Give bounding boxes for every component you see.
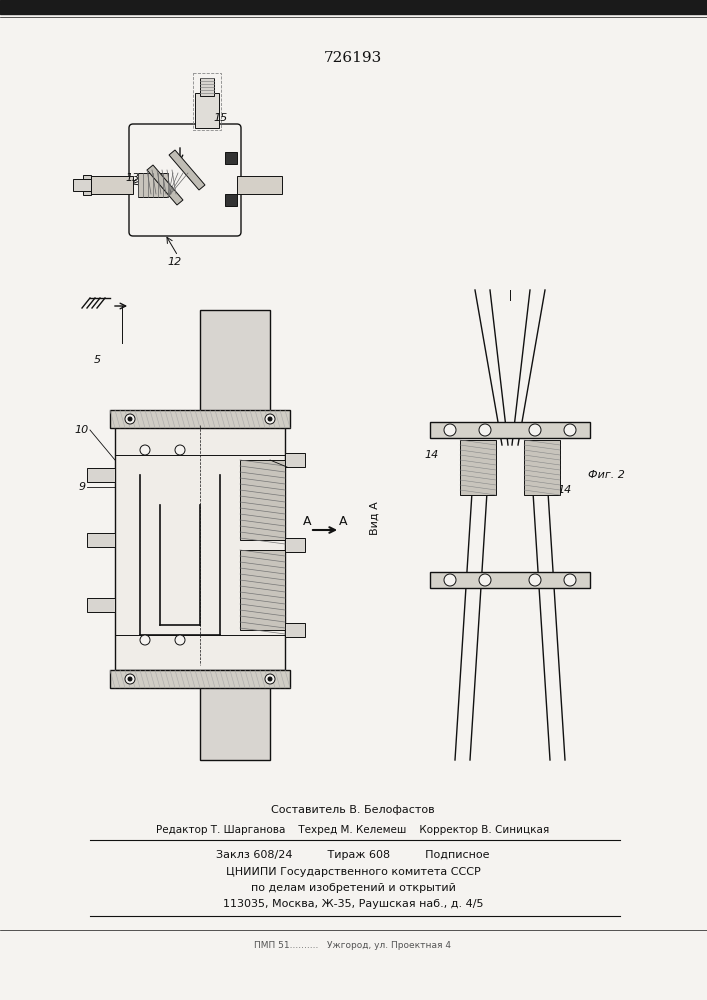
Circle shape (175, 635, 185, 645)
Circle shape (265, 674, 275, 684)
Circle shape (140, 635, 150, 645)
Text: 13: 13 (126, 173, 140, 183)
Text: A: A (339, 515, 347, 528)
Text: 11: 11 (191, 410, 205, 420)
Circle shape (268, 677, 272, 681)
Circle shape (125, 414, 135, 424)
Bar (225, 152, 237, 164)
Circle shape (128, 417, 132, 421)
Text: 8: 8 (171, 660, 179, 670)
Bar (83, 175, 91, 179)
Bar (138, 173, 168, 197)
Circle shape (529, 574, 541, 586)
Text: ПМП 51..........   Ужгород, ул. Проектная 4: ПМП 51.......... Ужгород, ул. Проектная … (255, 940, 452, 950)
Bar (240, 550, 285, 630)
Circle shape (125, 674, 135, 684)
Text: 113035, Москва, Ж-35, Раушская наб., д. 4/5: 113035, Москва, Ж-35, Раушская наб., д. … (223, 899, 484, 909)
Circle shape (564, 574, 576, 586)
Polygon shape (147, 165, 183, 205)
Text: Фиг. 2: Фиг. 2 (588, 470, 625, 480)
Text: 14: 14 (558, 485, 572, 495)
Bar (285, 453, 305, 467)
Bar (193, 73, 221, 130)
Bar (115, 420, 285, 670)
Bar (430, 572, 590, 588)
Text: 14: 14 (270, 465, 284, 475)
Circle shape (140, 445, 150, 455)
Text: 5: 5 (93, 355, 100, 365)
Circle shape (479, 424, 491, 436)
Bar (110, 410, 290, 428)
Bar (83, 191, 91, 195)
Bar (237, 176, 282, 194)
Bar (285, 538, 305, 552)
Text: Вид А: Вид А (370, 501, 380, 535)
Text: A: A (303, 515, 311, 528)
Text: Составитель В. Белофастов: Составитель В. Белофастов (271, 805, 435, 815)
Bar (460, 440, 496, 495)
Text: ЦНИИПИ Государственного комитета СССР: ЦНИИПИ Государственного комитета СССР (226, 867, 480, 877)
Polygon shape (169, 150, 205, 190)
Circle shape (268, 417, 272, 421)
Circle shape (444, 574, 456, 586)
Text: 726193: 726193 (324, 51, 382, 65)
Text: 10: 10 (75, 425, 89, 435)
Text: 15: 15 (214, 113, 228, 123)
Text: 12: 12 (168, 257, 182, 267)
Bar (87, 598, 115, 612)
Circle shape (444, 424, 456, 436)
Bar (73, 179, 91, 191)
Text: 14: 14 (425, 450, 439, 460)
Circle shape (529, 424, 541, 436)
Bar (200, 78, 214, 96)
Circle shape (564, 424, 576, 436)
Bar (285, 623, 305, 637)
Text: по делам изобретений и открытий: по делам изобретений и открытий (250, 883, 455, 893)
Bar (0, 0, 707, 14)
Bar (200, 310, 270, 760)
Bar (87, 533, 115, 547)
Bar (240, 460, 285, 540)
Bar (524, 440, 560, 495)
Bar (91, 176, 133, 194)
Bar (110, 670, 290, 688)
Bar (225, 194, 237, 206)
Bar (430, 422, 590, 438)
Circle shape (175, 445, 185, 455)
Text: 9: 9 (78, 482, 86, 492)
Bar (87, 468, 115, 482)
Circle shape (128, 677, 132, 681)
Text: Редактор Т. Шарганова    Техред М. Келемеш    Корректор В. Синицкая: Редактор Т. Шарганова Техред М. Келемеш … (156, 825, 549, 835)
Bar (195, 93, 219, 128)
Circle shape (265, 414, 275, 424)
Circle shape (479, 574, 491, 586)
Text: Заклз 608/24          Тираж 608          Подписное: Заклз 608/24 Тираж 608 Подписное (216, 850, 490, 860)
